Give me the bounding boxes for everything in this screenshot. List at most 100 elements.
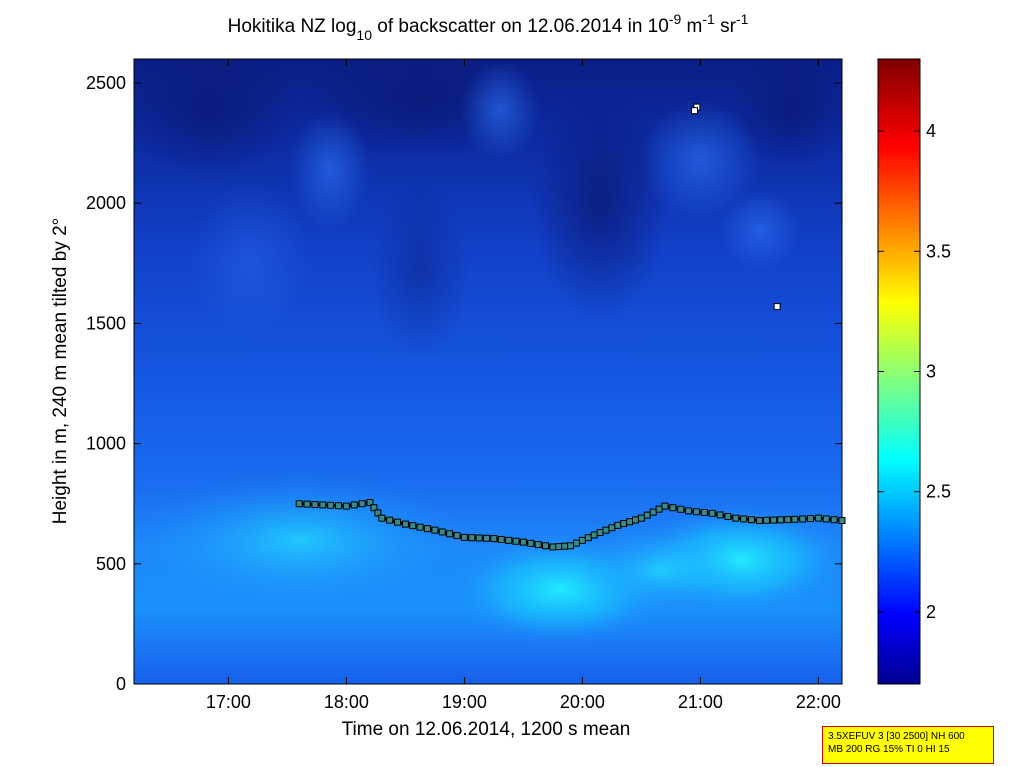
- layer-marker: [303, 500, 311, 508]
- layer-marker: [505, 536, 513, 544]
- layer-marker: [573, 539, 580, 547]
- layer-marker: [409, 522, 417, 530]
- layer-marker: [567, 542, 575, 550]
- layer-marker: [512, 537, 520, 545]
- layer-marker: [366, 499, 374, 507]
- x-tick-label: 17:00: [206, 692, 251, 712]
- layer-marker: [578, 536, 586, 544]
- colorbar-tick-label: 3.5: [926, 241, 951, 261]
- layer-marker: [416, 523, 424, 531]
- layer-marker: [677, 505, 685, 513]
- layer-marker: [475, 534, 483, 542]
- layer-marker: [637, 514, 645, 522]
- x-tick-label: 22:00: [796, 692, 841, 712]
- layer-marker: [350, 501, 358, 509]
- y-tick-label: 1000: [86, 434, 126, 454]
- layer-marker: [614, 521, 622, 529]
- layer-marker: [649, 508, 657, 516]
- chart-title: Hokitika NZ log10 of backscatter on 12.0…: [228, 11, 749, 43]
- parameter-info-box: 3.5XEFUV 3 [30 2500] NH 600 MB 200 RG 15…: [822, 726, 994, 764]
- layer-marker: [590, 531, 598, 539]
- x-tick-label: 20:00: [560, 692, 605, 712]
- layer-marker: [460, 533, 468, 541]
- layer-marker: [549, 543, 557, 551]
- info-line-1: 3.5XEFUV 3 [30 2500] NH 600: [828, 731, 965, 742]
- layer-marker: [822, 515, 830, 523]
- colorbar-ticks: 2 2.5 3 3.5 4: [878, 121, 951, 622]
- layer-marker: [374, 509, 382, 517]
- layer-marker: [838, 517, 846, 525]
- layer-marker: [335, 502, 343, 510]
- colorbar-tick-label: 3: [926, 362, 936, 382]
- layer-marker: [643, 511, 651, 519]
- layer-marker: [527, 539, 535, 547]
- layer-marker: [732, 514, 740, 522]
- plot-frame: [133, 58, 843, 685]
- layer-marker: [342, 502, 350, 510]
- layer-marker: [700, 509, 708, 517]
- layer-marker: [748, 516, 756, 524]
- layer-marker: [519, 538, 527, 546]
- x-axis-ticks: 17:00 18:00 19:00 20:00 21:00 22:00: [206, 59, 841, 712]
- layer-marker: [370, 504, 378, 512]
- layer-marker: [596, 529, 604, 537]
- layer-marker: [561, 542, 569, 550]
- layer-marker: [716, 511, 724, 519]
- layer-marker: [431, 526, 439, 534]
- layer-marker: [661, 502, 669, 510]
- layer-marker: [799, 515, 807, 523]
- y-axis-label: Height in m, 240 m mean tilted by 2°: [50, 218, 71, 524]
- y-tick-label: 0: [116, 674, 126, 694]
- colorbar-tick-label: 4: [926, 121, 936, 141]
- layer-marker: [311, 501, 319, 509]
- layer-marker: [770, 516, 778, 524]
- layer-marker: [608, 524, 616, 532]
- isolated-point: [773, 303, 781, 311]
- layer-marker: [777, 516, 785, 524]
- layer-marker: [534, 541, 542, 549]
- layer-marker: [814, 514, 822, 522]
- layer-marker: [620, 520, 628, 528]
- layer-marker: [386, 516, 394, 524]
- layer-marker: [755, 517, 763, 525]
- layer-marker: [327, 501, 335, 509]
- layer-marker: [394, 518, 402, 526]
- isolated-point: [691, 107, 698, 115]
- layer-marker: [692, 508, 700, 516]
- layer-marker: [424, 525, 432, 533]
- y-tick-label: 2000: [86, 193, 126, 213]
- layer-marker: [807, 515, 815, 523]
- layer-marker: [626, 518, 634, 526]
- y-tick-label: 500: [96, 554, 126, 574]
- layer-marker: [655, 505, 663, 513]
- layer-marker: [555, 543, 563, 551]
- layer-marker: [830, 516, 838, 524]
- heatmap-field: [134, 59, 842, 684]
- layer-marker: [724, 513, 732, 521]
- layer-marker: [401, 520, 409, 528]
- layer-marker: [446, 530, 454, 538]
- x-tick-label: 19:00: [442, 692, 487, 712]
- x-tick-label: 21:00: [678, 692, 723, 712]
- layer-marker: [378, 514, 386, 522]
- colorbar-tick-label: 2.5: [926, 482, 951, 502]
- y-axis-ticks: 0 500 1000 1500 2000 2500: [86, 73, 842, 694]
- layer-marker: [632, 516, 639, 524]
- y-tick-label: 2500: [86, 73, 126, 93]
- layer-marker: [791, 515, 799, 523]
- layer-marker: [542, 542, 550, 550]
- x-axis-label: Time on 12.06.2014, 1200 s mean: [342, 719, 631, 740]
- colorbar-tick-label: 2: [926, 602, 936, 622]
- layer-marker: [762, 516, 770, 524]
- layer-marker: [708, 509, 716, 517]
- layer-marker: [497, 535, 505, 543]
- layer-marker: [483, 534, 491, 542]
- layer-marker: [453, 532, 461, 540]
- layer-marker: [784, 516, 792, 524]
- y-tick-label: 1500: [86, 313, 126, 333]
- x-tick-label: 18:00: [324, 692, 369, 712]
- layer-marker: [295, 500, 303, 508]
- layer-marker: [602, 526, 610, 534]
- layer-marker: [584, 534, 592, 542]
